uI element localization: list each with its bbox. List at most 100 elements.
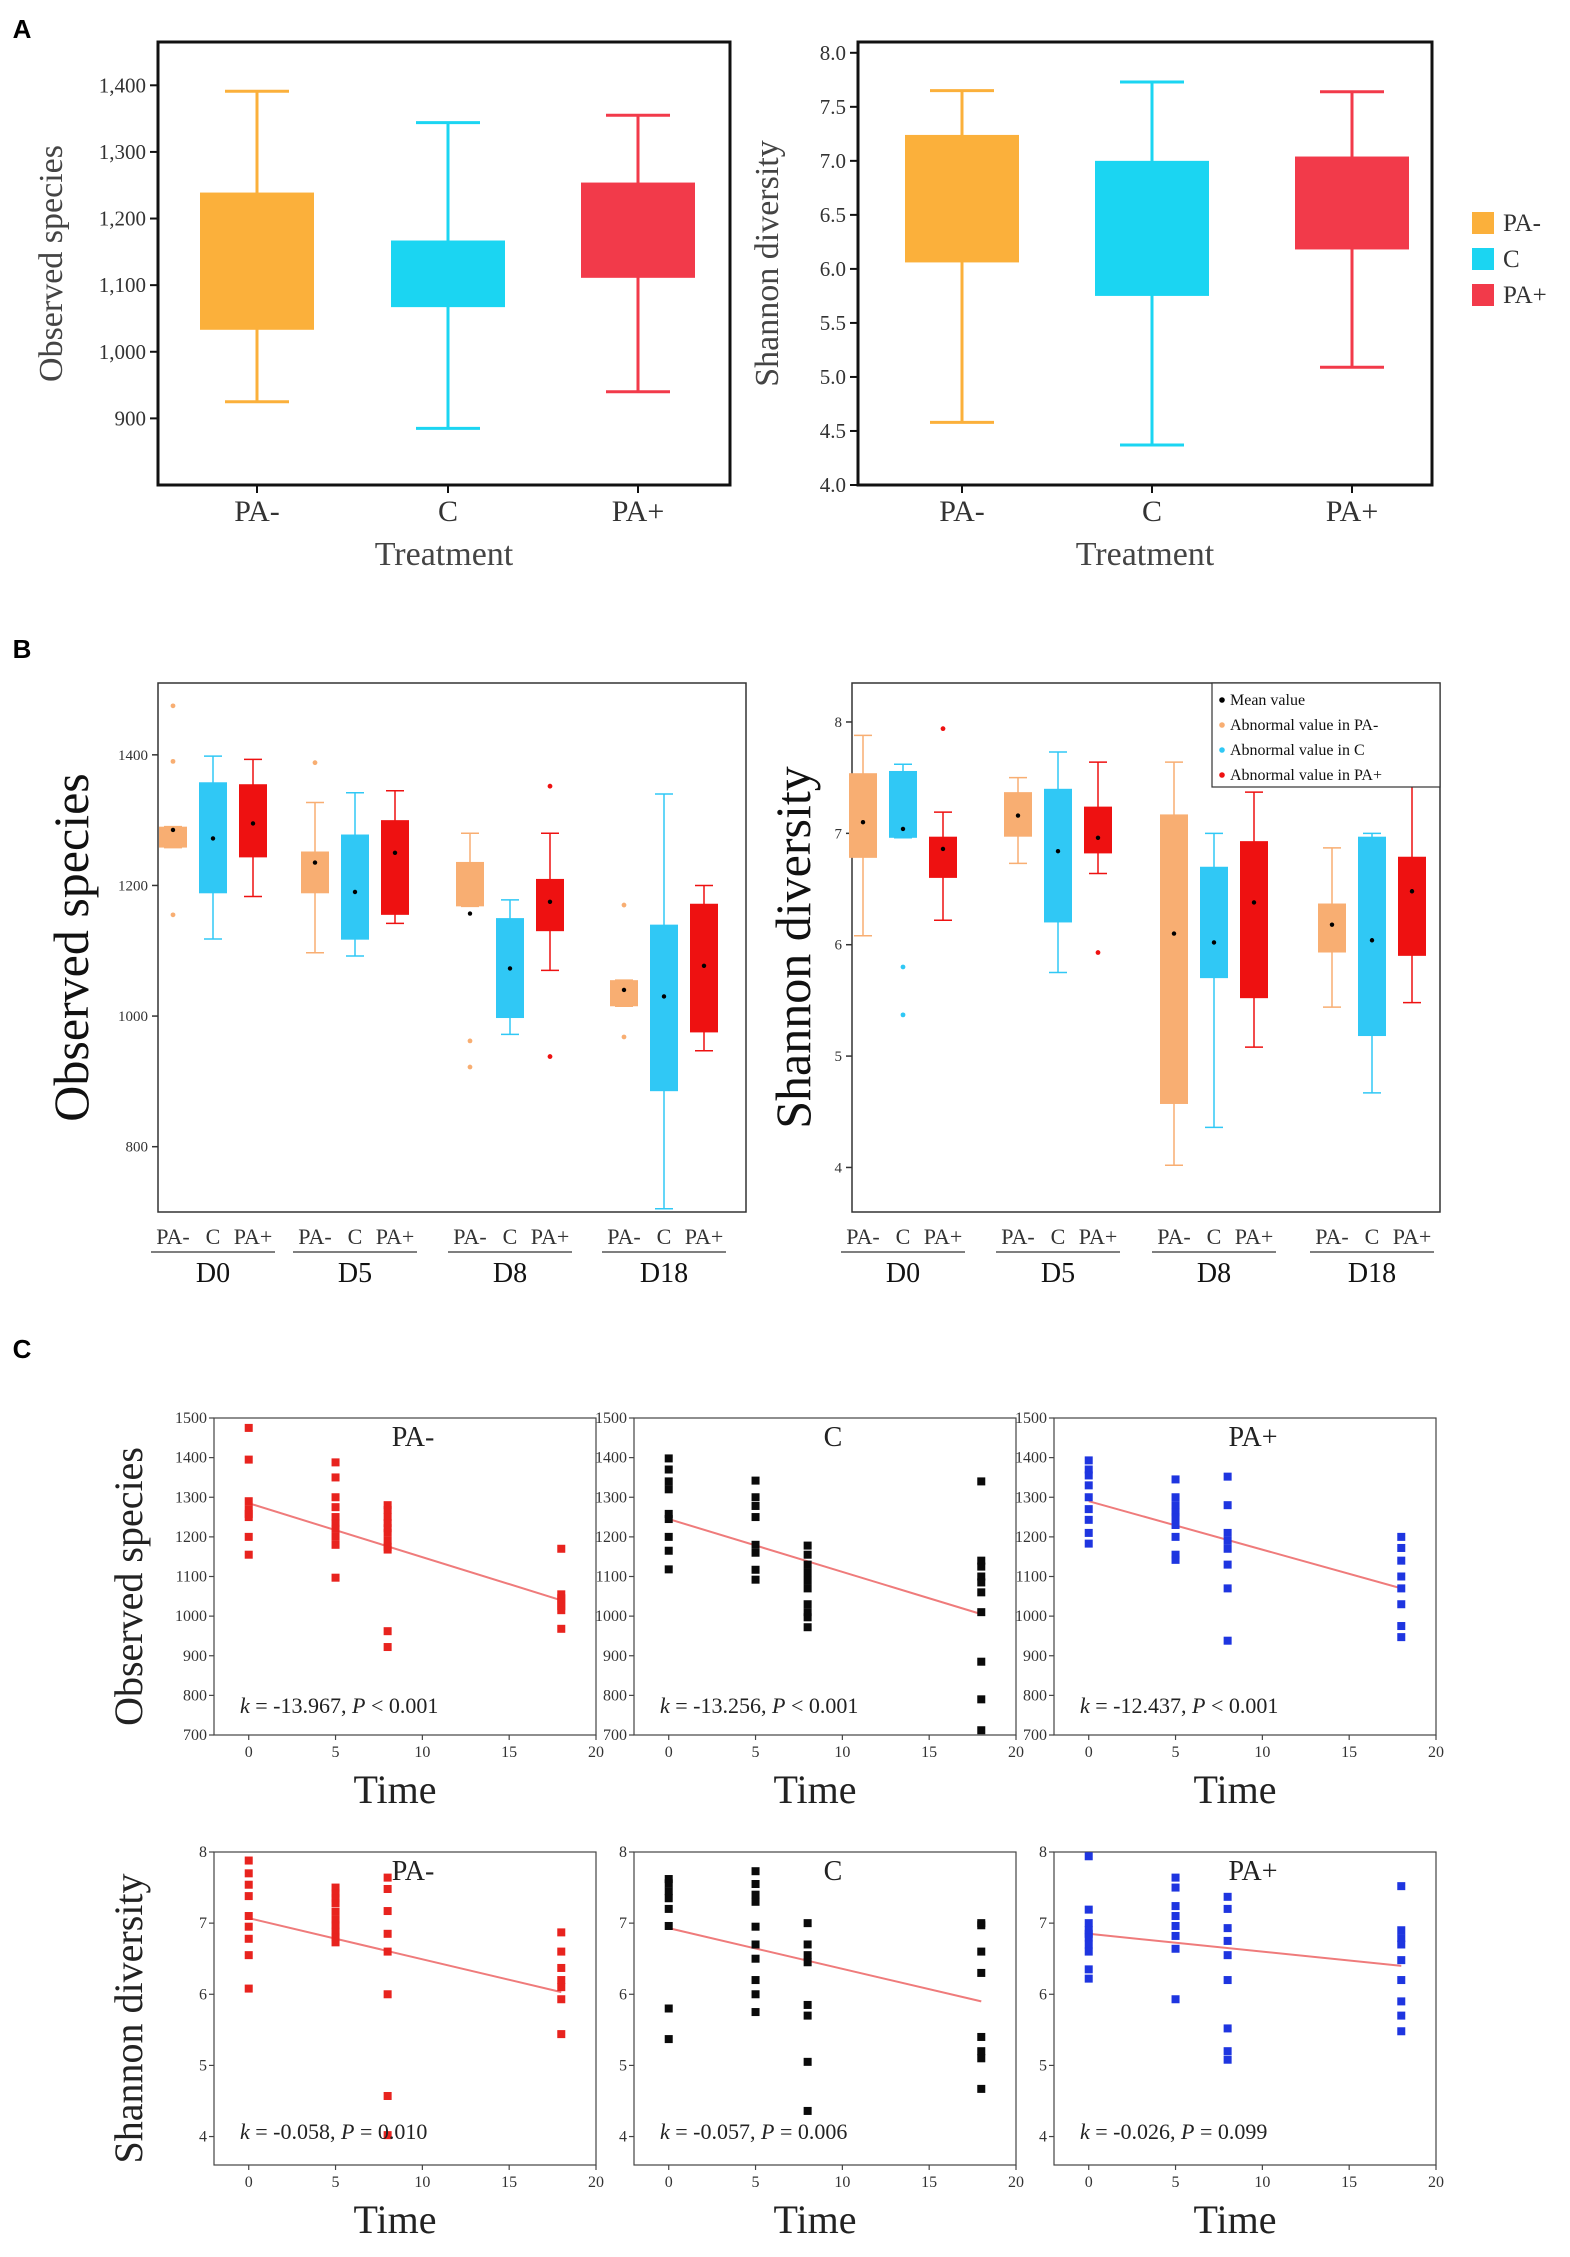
scatter-point (803, 2106, 812, 2115)
chart-title: C (824, 1856, 843, 1887)
x-category-label: PA+ (924, 1224, 963, 1249)
stat-p-symbol: P (351, 1693, 365, 1718)
y-tick-label: 1,200 (99, 207, 146, 231)
scatter-point (803, 1919, 812, 1928)
mean-marker (661, 994, 667, 999)
scatter-point (977, 1588, 986, 1597)
y-tick-label: 700 (183, 1727, 207, 1744)
scatter-point (803, 1958, 812, 1967)
mean-marker (250, 821, 256, 826)
box-D5-PA+ (381, 820, 409, 915)
scatter-point (664, 2004, 673, 2013)
x-category-label: C (348, 1224, 363, 1249)
box-C (1095, 160, 1209, 296)
scatter-point (664, 2035, 673, 2044)
scatter-point (383, 1947, 392, 1956)
scatter-point (1084, 1919, 1093, 1928)
scatter-point (1084, 1465, 1093, 1474)
x-tick-label: 10 (414, 1744, 430, 1761)
y-tick-label: 7 (199, 1915, 207, 1932)
scatter-point (1084, 1515, 1093, 1524)
scatter-point (1084, 1471, 1093, 1480)
scatter-point (331, 1938, 340, 1947)
scatter-point (751, 1976, 760, 1985)
scatter-point (331, 1473, 340, 1482)
scatter-point (1397, 1622, 1406, 1631)
y-tick-label: 1100 (176, 1569, 207, 1586)
x-category-label: PA- (607, 1224, 640, 1249)
y-tick-label: 4 (199, 2129, 207, 2146)
scatter-point (244, 1912, 253, 1921)
mean-marker (352, 889, 358, 895)
x-category-label: C (206, 1224, 221, 1249)
scatter-point (557, 1963, 566, 1972)
x-tick-label: C (1142, 495, 1162, 528)
scatter-point (1084, 1456, 1093, 1465)
scatter-point (1223, 1544, 1232, 1553)
x-tick-label: 10 (834, 2174, 850, 2191)
outlier-point (621, 1034, 627, 1040)
scatter-point (803, 1550, 812, 1559)
y-tick-label: 1400 (595, 1450, 627, 1467)
scatter-point (664, 1875, 673, 1884)
scatter-point (1171, 1902, 1180, 1911)
scatter-point (803, 1940, 812, 1949)
outlier-point (312, 760, 318, 766)
scatter-point (1084, 1481, 1093, 1490)
scatter-point (1223, 1924, 1232, 1933)
stat-p-value: = 0.010 (354, 2119, 427, 2144)
scatter-point (1397, 1543, 1406, 1552)
x-tick-label: 10 (1254, 2174, 1270, 2191)
scatter-point (664, 1454, 673, 1463)
scatter-point (1171, 1995, 1180, 2004)
y-tick-label: 1300 (595, 1489, 627, 1506)
scatter-point (383, 1907, 392, 1916)
mean-marker (1055, 848, 1061, 854)
panel-c-chart-2-3: 4 5 6 7 8 0 5 10 15 20 PA+ k = -0.026, P = 0.099 Tim… (1039, 1844, 1444, 2242)
stat-annotation: k = -13.256, P < 0.001 (660, 1693, 858, 1718)
scatter-point (1171, 1921, 1180, 1930)
panel-c-chart-2-2: 4 5 6 7 8 0 5 10 15 20 Ck = -0.057, P = 0.006 Time (619, 1844, 1024, 2242)
stat-k-symbol: k (240, 2119, 251, 2144)
x-axis-label: Time (773, 2197, 856, 2242)
scatter-point (383, 1505, 392, 1514)
scatter-point (1084, 1965, 1093, 1974)
chart-title: PA- (392, 1856, 435, 1887)
x-tick-label: 5 (752, 2174, 760, 2191)
stat-p-symbol: P (1191, 1693, 1205, 1718)
scatter-point (977, 2054, 986, 2063)
scatter-point (1223, 2024, 1232, 2033)
box-D5-PA+ (1084, 806, 1112, 854)
x-tick-label: 0 (245, 2174, 253, 2191)
scatter-point (383, 1990, 392, 1999)
y-tick-label: 800 (603, 1687, 627, 1704)
x-category-label: PA+ (1079, 1224, 1118, 1249)
mean-marker (1251, 900, 1257, 905)
x-tick-label: 20 (1428, 1744, 1444, 1761)
x-category-label: PA+ (1393, 1224, 1432, 1249)
y-tick-label: 1,300 (99, 140, 146, 164)
stat-p-symbol: P (771, 1693, 785, 1718)
stat-annotation: k = -12.437, P < 0.001 (1080, 1693, 1278, 1718)
x-tick-label: 10 (414, 2174, 430, 2191)
x-tick-label: 5 (332, 1744, 340, 1761)
scatter-point (977, 1608, 986, 1617)
scatter-point (1223, 2047, 1232, 2056)
scatter-point (557, 1983, 566, 1992)
plot-frame (856, 40, 1434, 487)
scatter-point (751, 2008, 760, 2017)
scatter-point (803, 1576, 812, 1585)
box-D8-C (1200, 866, 1228, 979)
scatter-point (1397, 1572, 1406, 1581)
y-tick-label: 1400 (118, 748, 148, 764)
stat-k-value: = -12.437, (1090, 1693, 1192, 1718)
outlier-point (547, 1054, 553, 1059)
scatter-point (331, 1532, 340, 1541)
y-tick-label: 700 (603, 1727, 627, 1744)
stat-k-symbol: k (1080, 1693, 1091, 1718)
box-D18-C (650, 924, 678, 1092)
scatter-point (751, 1540, 760, 1549)
x-tick-label: 15 (1341, 1744, 1357, 1761)
scatter-point (383, 1643, 392, 1652)
plot-frame (1053, 1417, 1437, 1736)
